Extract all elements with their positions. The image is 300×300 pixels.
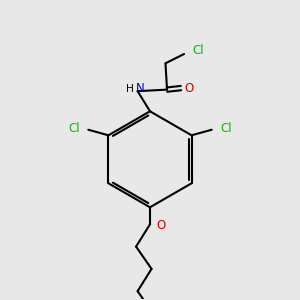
- Text: Cl: Cl: [68, 122, 80, 135]
- Text: O: O: [184, 82, 193, 94]
- Text: O: O: [157, 219, 166, 232]
- Text: Cl: Cl: [193, 44, 204, 57]
- Text: N: N: [136, 82, 145, 95]
- Text: Cl: Cl: [220, 122, 232, 135]
- Text: H: H: [126, 84, 134, 94]
